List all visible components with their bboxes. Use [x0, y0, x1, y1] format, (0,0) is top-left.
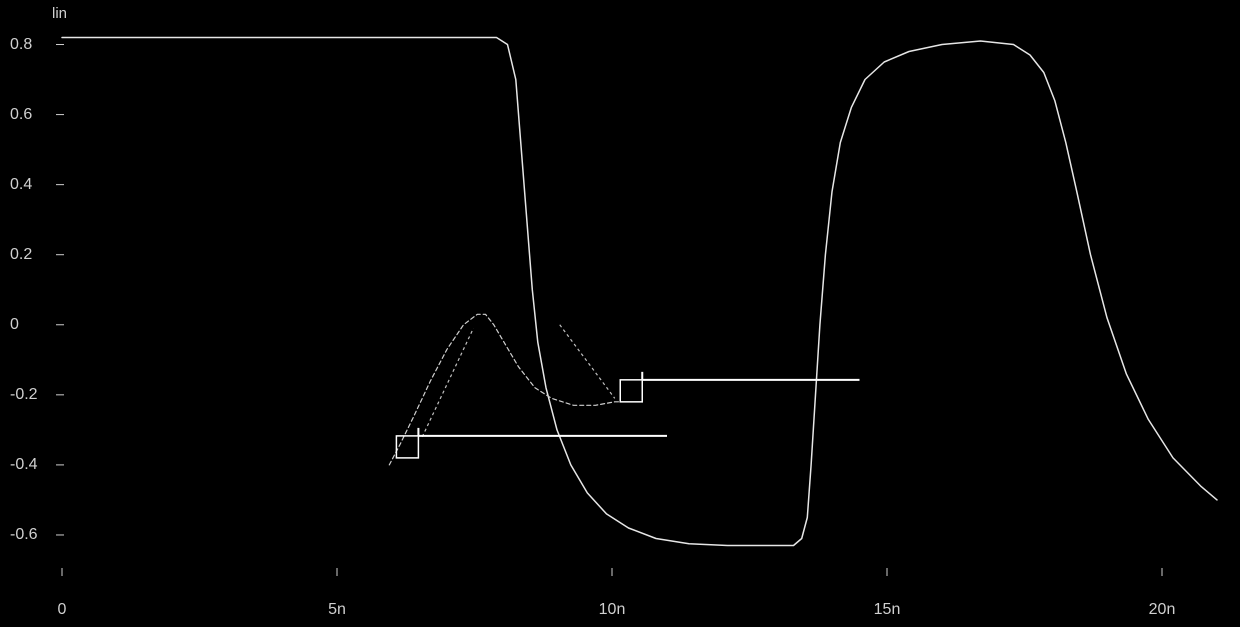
- series-signal-a: [62, 38, 1217, 546]
- marker-box-B[interactable]: [620, 380, 642, 402]
- marker-box-A[interactable]: [396, 436, 418, 458]
- plot-svg: [2, 2, 1238, 625]
- series-signal-b: [389, 314, 620, 465]
- series-group: [62, 38, 1217, 546]
- tick-marks-group: [56, 45, 1162, 576]
- markers-group: [396, 325, 859, 458]
- oscilloscope-chart: lin -0.6 -0.4 -0.2 0 0.2 0.4 0.6 0.8 0 5…: [0, 0, 1240, 627]
